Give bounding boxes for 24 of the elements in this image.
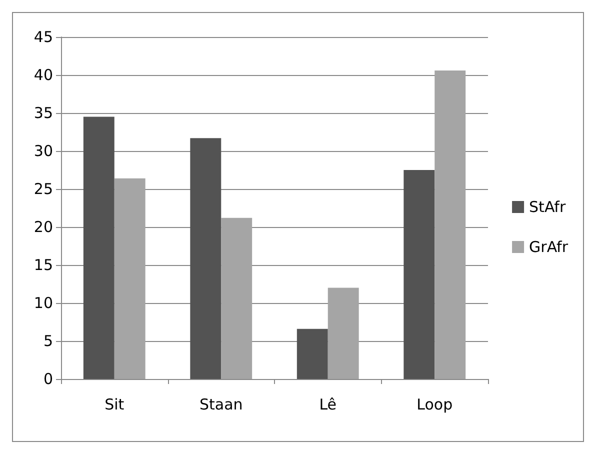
bar — [404, 170, 435, 379]
y-tick-label: 0 — [43, 370, 53, 388]
bar — [114, 178, 146, 379]
y-tick-label: 5 — [43, 332, 53, 350]
y-tick-label: 25 — [34, 180, 53, 198]
x-tick-label: Loop — [416, 396, 453, 414]
y-tick-label: 30 — [34, 142, 53, 160]
bar — [190, 138, 222, 379]
bar — [296, 328, 328, 379]
y-tick-label: 20 — [34, 218, 53, 236]
x-tick-label: Lê — [319, 396, 337, 414]
bar — [434, 70, 466, 379]
x-tick-label: Sit — [104, 396, 124, 414]
y-tick-label: 35 — [34, 104, 53, 122]
bar — [83, 116, 114, 379]
legend-label: StAfr — [529, 198, 566, 216]
bar — [221, 218, 252, 379]
bar — [328, 288, 359, 379]
y-tick-label: 10 — [34, 294, 53, 312]
y-tick-label: 45 — [34, 28, 53, 46]
y-tick-label: 15 — [34, 256, 53, 274]
legend-label: GrAfr — [529, 238, 569, 256]
y-tick-label: 40 — [34, 66, 53, 84]
x-tick-label: Staan — [199, 396, 243, 414]
